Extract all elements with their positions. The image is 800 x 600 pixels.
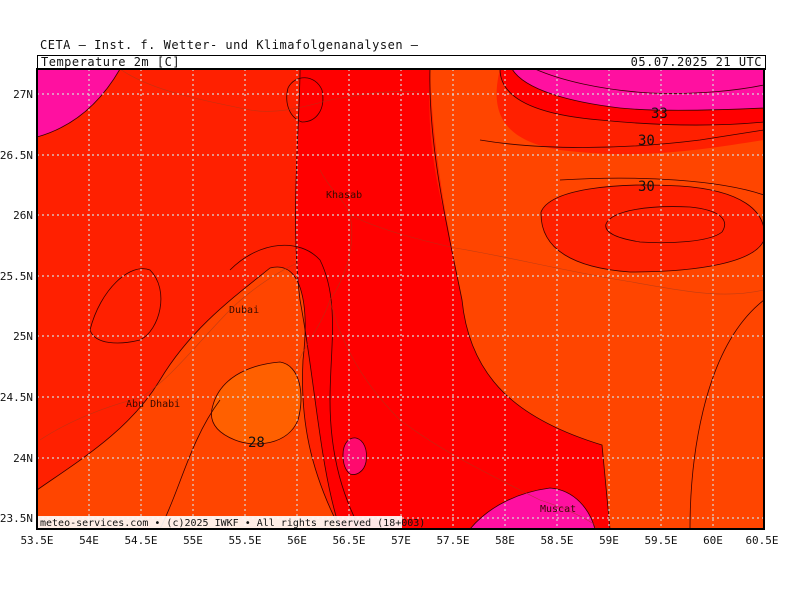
lat-label: 26.5N xyxy=(0,149,33,162)
lon-label: 57.5E xyxy=(436,534,469,547)
city-labels: Khasab Dubai Abu Dhabi Muscat xyxy=(126,190,576,515)
city-label-muscat: Muscat xyxy=(540,504,576,515)
graticule xyxy=(37,69,764,529)
band-28-30-west xyxy=(37,266,340,529)
lat-label: 26N xyxy=(13,209,33,222)
longitude-labels: 53.5E 54E 54.5E 55E 55.5E 56E 56.5E 57E … xyxy=(20,534,778,547)
lon-label: 54E xyxy=(79,534,99,547)
variable-label: Temperature_2m [C] xyxy=(41,55,181,69)
band-28-30-east xyxy=(430,69,764,529)
latitude-labels: 27N 26.5N 26N 25.5N 25N 24.5N 24N 23.5N xyxy=(0,88,33,525)
lon-label: 56.5E xyxy=(332,534,365,547)
lat-label: 23.5N xyxy=(0,512,33,525)
lon-label: 59E xyxy=(599,534,619,547)
band-30-32-east xyxy=(540,185,764,272)
band-below-28 xyxy=(211,362,301,444)
lat-label: 24N xyxy=(13,452,33,465)
city-label-abu-dhabi: Abu Dhabi xyxy=(126,399,180,410)
contour-label: 30 xyxy=(638,133,655,149)
lon-label: 53.5E xyxy=(20,534,53,547)
lon-label: 56E xyxy=(287,534,307,547)
footer-credit: meteo-services.com • (c)2025 IWKF • All … xyxy=(40,518,425,529)
valid-time: 05.07.2025 21 UTC xyxy=(630,55,762,69)
lon-label: 59.5E xyxy=(644,534,677,547)
lon-label: 55E xyxy=(183,534,203,547)
band-34-plus-nw xyxy=(37,69,120,137)
lon-label: 60.5E xyxy=(745,534,778,547)
map-frame xyxy=(36,68,765,530)
contour-label: 33 xyxy=(651,106,668,122)
band-34-plus-muscat xyxy=(470,488,595,529)
lat-label: 25N xyxy=(13,330,33,343)
lat-label: 25.5N xyxy=(0,270,33,283)
lon-label: 54.5E xyxy=(124,534,157,547)
lon-label: 58.5E xyxy=(540,534,573,547)
city-label-khasab: Khasab xyxy=(326,190,362,201)
contour-label: 30 xyxy=(638,179,655,195)
lat-label: 24.5N xyxy=(0,391,33,404)
institute-title: CETA — Inst. f. Wetter- und Klimafolgena… xyxy=(40,38,419,52)
city-label-dubai: Dubai xyxy=(229,305,259,316)
footer-strip xyxy=(37,516,402,529)
lon-label: 57E xyxy=(391,534,411,547)
contour-labels: 33 30 30 28 xyxy=(248,106,668,451)
temperature-field xyxy=(37,69,764,529)
lon-label: 55.5E xyxy=(228,534,261,547)
contour-label: 28 xyxy=(248,435,265,451)
lon-label: 60E xyxy=(703,534,723,547)
band-34-plus-ne xyxy=(512,69,764,111)
isotherms xyxy=(37,69,764,529)
lon-label: 58E xyxy=(495,534,515,547)
lat-label: 27N xyxy=(13,88,33,101)
